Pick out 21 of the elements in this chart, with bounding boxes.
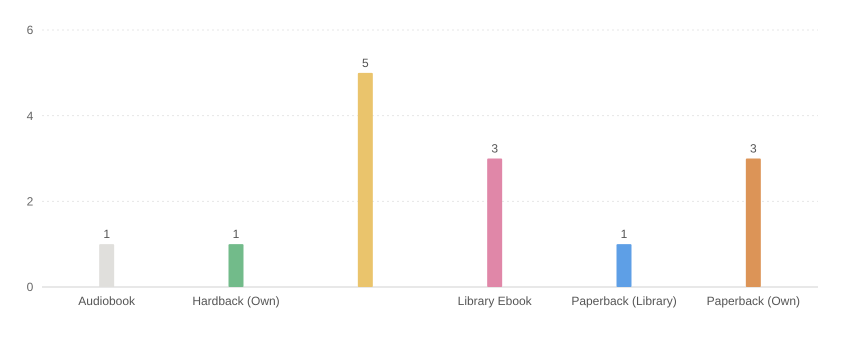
data-label: 3 (750, 142, 757, 156)
x-tick-label: Audiobook (78, 294, 136, 308)
bar (616, 244, 632, 287)
x-tick-label: Hardback (Own) (192, 294, 280, 308)
data-label: 5 (362, 56, 369, 70)
y-tick-label: 4 (26, 108, 34, 123)
y-tick-label: 2 (26, 194, 34, 209)
x-tick-label: Paperback (Library) (571, 294, 677, 308)
bar (228, 244, 244, 287)
bar (358, 72, 373, 287)
data-label: 1 (103, 227, 110, 242)
x-tick-label: Paperback (Own) (706, 294, 800, 308)
y-tick-label: 6 (26, 23, 34, 38)
data-label: 3 (491, 142, 498, 156)
bar (99, 244, 114, 287)
bar (487, 158, 502, 287)
bar (746, 158, 761, 287)
x-tick-label: Library Ebook (458, 294, 533, 308)
data-label: 1 (620, 227, 628, 242)
y-tick-label: 0 (26, 280, 34, 294)
data-label: 1 (232, 227, 240, 242)
